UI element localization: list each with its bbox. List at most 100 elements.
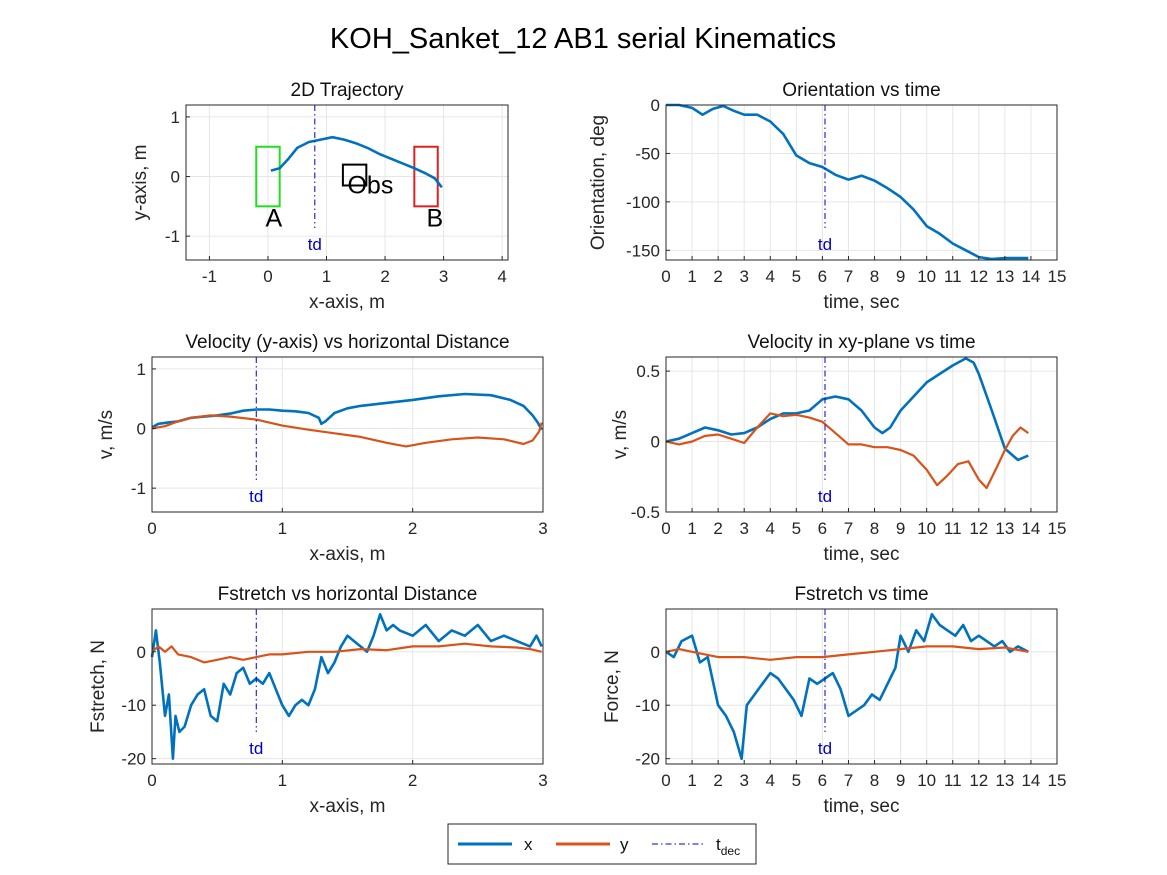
- x-tick-label: 5: [792, 519, 801, 538]
- x-tick-label: 13: [995, 771, 1014, 790]
- series-line-y: [665, 645, 1029, 661]
- axes-title: Fstretch vs horizontal Distance: [218, 584, 478, 605]
- x-tick-label: 1: [278, 771, 287, 790]
- x-axis-label: x-axis, m: [310, 544, 386, 565]
- y-tick-label: 0.5: [636, 362, 660, 381]
- x-tick-label: 12: [969, 771, 988, 790]
- series-line-x: [665, 357, 1029, 462]
- y-tick-label: 0: [137, 643, 146, 662]
- y-tick-label: -20: [635, 750, 660, 769]
- plot-area: [666, 105, 1057, 260]
- y-tick-label: 1: [137, 360, 146, 379]
- x-tick-label: 1: [687, 519, 696, 538]
- axes-2d-trajectory: A B Obs td -1 0 1 2 3 4 -1 0 1 2D Trajectory x-axis, m…: [130, 80, 509, 313]
- axes-fstretch-vs-time: td0 1 2 3 4 5 6 7 8 9 10 11 12 13 14 15-20-100Fstretch …: [602, 584, 1066, 817]
- legend-x-label: x: [524, 835, 533, 854]
- x-tick-label: 2: [713, 267, 722, 286]
- x-tick-label: 0: [661, 519, 670, 538]
- y-tick-label: 0: [137, 420, 146, 439]
- x-tick-label: 10: [917, 771, 936, 790]
- x-tick-label: 12: [969, 519, 988, 538]
- x-tick-label: 9: [896, 519, 905, 538]
- y-axis-label: Orientation, deg: [588, 115, 609, 250]
- y-axis-label: Force, N: [602, 650, 623, 723]
- x-tick-label: 0: [661, 267, 670, 286]
- x-tick-label: 14: [1021, 519, 1040, 538]
- series-line-x: [150, 612, 543, 761]
- x-tick-label: 9: [896, 771, 905, 790]
- x-tick-label: 12: [969, 267, 988, 286]
- x-tick-label: 0: [661, 771, 670, 790]
- x-tick-label: 4: [766, 519, 775, 538]
- x-tick-label: 9: [896, 267, 905, 286]
- x-tick-label: 14: [1021, 771, 1040, 790]
- y-tick-label: -10: [635, 696, 660, 715]
- x-tick-label: 8: [870, 267, 879, 286]
- legend: x y tdec: [447, 823, 757, 865]
- x-tick-label: 5: [792, 771, 801, 790]
- axes-frame: [665, 608, 1058, 765]
- annotation-obs: Obs: [347, 172, 393, 200]
- x-tick-label: 6: [818, 267, 827, 286]
- y-axis-label: y-axis, m: [130, 145, 151, 221]
- y-axis-label: v, m/s: [610, 410, 631, 459]
- x-tick-label: 3: [439, 267, 448, 286]
- x-tick-label: -1: [202, 267, 217, 286]
- axes-frame: [665, 356, 1058, 513]
- x-tick-label: 3: [538, 519, 547, 538]
- x-tick-label: 4: [766, 771, 775, 790]
- annotation-b: B: [426, 204, 443, 232]
- tdec-label: td: [818, 487, 832, 506]
- y-axis-label: Fstretch, N: [88, 640, 109, 733]
- plot-area: [666, 357, 1057, 512]
- y-tick-label: 1: [171, 108, 180, 127]
- x-tick-label: 15: [1048, 771, 1067, 790]
- x-tick-label: 2: [713, 519, 722, 538]
- x-tick-label: 13: [995, 267, 1014, 286]
- tdec-label: td: [818, 235, 832, 254]
- x-axis-label: time, sec: [823, 292, 899, 313]
- y-tick-label: -100: [626, 193, 660, 212]
- x-tick-label: 10: [917, 267, 936, 286]
- tdec-label: td: [308, 235, 322, 254]
- y-tick-label: 0: [651, 643, 660, 662]
- tdec-label: td: [249, 487, 263, 506]
- x-tick-label: 15: [1048, 519, 1067, 538]
- axes-title: Fstretch vs time: [794, 584, 928, 605]
- y-tick-label: -20: [121, 750, 146, 769]
- y-tick-label: 0: [171, 168, 180, 187]
- x-tick-label: 10: [917, 519, 936, 538]
- y-tick-label: -1: [131, 479, 146, 498]
- series-line-y: [665, 412, 1029, 490]
- plot-area: [186, 105, 508, 260]
- x-axis-label: x-axis, m: [310, 796, 386, 817]
- y-tick-label: -0.5: [631, 503, 660, 522]
- x-tick-label: 6: [818, 519, 827, 538]
- x-tick-label: 15: [1048, 267, 1067, 286]
- legend-tdec-label: tdec: [716, 835, 740, 858]
- tdec-label: td: [818, 739, 832, 758]
- series-line-y: [151, 414, 543, 448]
- x-tick-label: 11: [944, 771, 962, 790]
- y-tick-label: -150: [626, 241, 660, 260]
- axes-velocity-xy-vs-time: td0 1 2 3 4 5 6 7 8 9 10 11 12 13 14 15-0.500.5Velocity…: [610, 332, 1066, 565]
- y-axis-label: v, m/s: [96, 410, 117, 459]
- figure-title: KOH_Sanket_12 AB1 serial Kinematics: [330, 23, 836, 55]
- x-axis-label: time, sec: [823, 796, 899, 817]
- x-tick-label: 8: [870, 771, 879, 790]
- x-tick-label: 1: [278, 519, 287, 538]
- axes-frame: [185, 104, 509, 261]
- axes-velocity-y-vs-distance: td 0 1 2 3 -1 0 1 Velocity (y-axis) vs horizonta…: [96, 332, 548, 565]
- x-tick-label: 0: [263, 267, 272, 286]
- x-tick-label: 4: [766, 267, 775, 286]
- x-tick-label: 14: [1021, 267, 1040, 286]
- y-tick-label: 0: [651, 96, 660, 115]
- y-tick-label: -50: [635, 144, 660, 163]
- x-tick-label: 3: [739, 267, 748, 286]
- x-tick-label: 3: [739, 519, 748, 538]
- axes-title: Velocity (y-axis) vs horizontal Distance: [185, 332, 509, 353]
- region-obs: [341, 163, 368, 187]
- x-axis-label: x-axis, m: [309, 292, 385, 313]
- series-line-x: [270, 135, 443, 189]
